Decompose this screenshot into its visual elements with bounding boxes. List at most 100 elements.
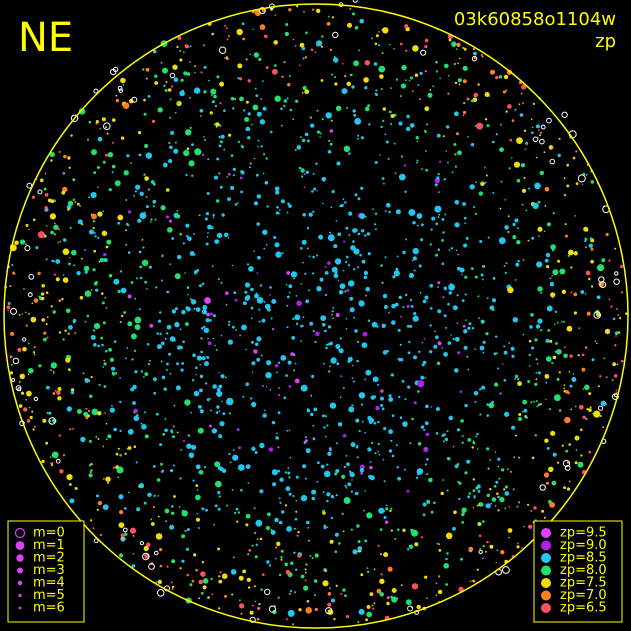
star xyxy=(539,131,543,134)
star xyxy=(215,348,218,351)
star xyxy=(218,495,221,498)
star xyxy=(133,194,135,197)
star xyxy=(72,198,76,201)
star xyxy=(288,284,293,289)
star xyxy=(297,531,300,534)
star xyxy=(441,347,444,349)
star xyxy=(49,151,55,158)
star xyxy=(382,107,386,111)
star xyxy=(360,403,364,406)
star xyxy=(197,427,204,434)
star xyxy=(275,211,279,215)
star xyxy=(382,119,385,122)
star xyxy=(364,378,367,381)
star xyxy=(176,431,179,434)
zp-swatch xyxy=(541,603,551,613)
star xyxy=(247,482,250,484)
star xyxy=(500,123,502,126)
star xyxy=(347,264,351,267)
star xyxy=(442,296,445,299)
star xyxy=(444,63,449,69)
star xyxy=(380,573,383,576)
star xyxy=(492,298,496,303)
star xyxy=(301,46,306,51)
star xyxy=(522,399,528,405)
star xyxy=(186,528,190,532)
star xyxy=(616,363,619,366)
star xyxy=(463,47,467,51)
star xyxy=(467,495,471,499)
star xyxy=(578,327,581,330)
star xyxy=(97,166,100,169)
star xyxy=(550,244,556,250)
star xyxy=(575,449,578,451)
star xyxy=(408,272,415,279)
star xyxy=(323,426,326,429)
saturated-star xyxy=(471,56,478,62)
star xyxy=(212,213,215,217)
star xyxy=(294,517,298,521)
star xyxy=(97,344,100,348)
star xyxy=(515,434,518,437)
star xyxy=(138,483,145,489)
star xyxy=(194,71,196,74)
star xyxy=(193,307,196,310)
star xyxy=(528,365,531,367)
star xyxy=(292,118,295,120)
star xyxy=(571,377,577,382)
star xyxy=(101,117,106,122)
star xyxy=(212,314,216,318)
star xyxy=(345,260,348,263)
star xyxy=(539,134,541,137)
star xyxy=(293,369,295,372)
star xyxy=(430,405,433,408)
star xyxy=(461,273,463,276)
star xyxy=(54,222,56,225)
star xyxy=(123,311,126,314)
star xyxy=(625,312,628,316)
star xyxy=(90,463,93,466)
star xyxy=(218,136,221,139)
star xyxy=(248,549,252,552)
star xyxy=(461,521,465,524)
star xyxy=(88,473,93,478)
star xyxy=(534,434,537,437)
star xyxy=(551,296,554,299)
star xyxy=(329,142,333,146)
star xyxy=(437,173,440,176)
star xyxy=(338,348,341,351)
star xyxy=(420,375,425,380)
star xyxy=(254,531,257,535)
saturated-star xyxy=(332,31,339,39)
star xyxy=(534,182,541,190)
star xyxy=(122,102,130,109)
star xyxy=(104,412,106,414)
star xyxy=(150,218,153,221)
star xyxy=(189,96,191,99)
star xyxy=(323,470,331,478)
star xyxy=(52,310,56,314)
star xyxy=(477,490,481,493)
star xyxy=(157,515,160,518)
star xyxy=(215,122,220,127)
star xyxy=(314,594,316,596)
star xyxy=(117,221,121,225)
star xyxy=(72,318,77,323)
star xyxy=(228,320,231,323)
star xyxy=(253,201,259,206)
star xyxy=(382,458,385,461)
star xyxy=(229,461,232,464)
star xyxy=(144,176,149,181)
star xyxy=(80,436,86,443)
star xyxy=(163,84,166,88)
star xyxy=(210,88,217,95)
star xyxy=(219,421,225,427)
star xyxy=(354,117,362,125)
star xyxy=(183,149,190,157)
star xyxy=(493,485,497,488)
star xyxy=(418,350,421,353)
star xyxy=(227,35,230,38)
star xyxy=(383,480,386,483)
star xyxy=(50,305,53,308)
